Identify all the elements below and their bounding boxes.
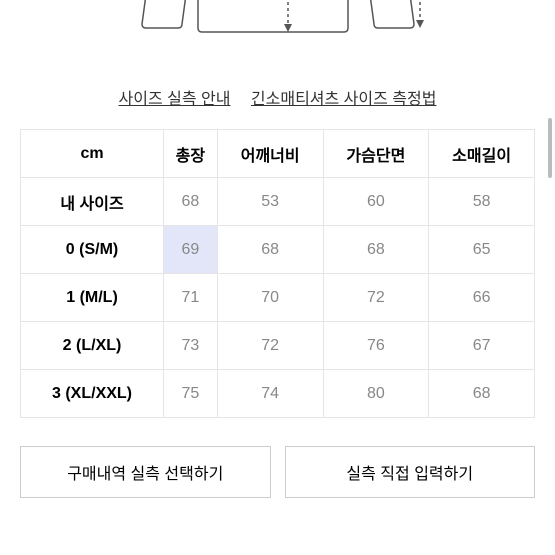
guide-links: 사이즈 실측 안내 긴소매티셔츠 사이즈 측정법 [0,85,555,109]
size-cell: 70 [217,274,323,322]
size-cell: 68 [429,370,535,418]
col-header: 총장 [164,130,218,178]
size-cell: 71 [164,274,218,322]
size-cell: 68 [217,226,323,274]
table-row: 1 (M/L)71707266 [21,274,535,322]
size-cell: 65 [429,226,535,274]
size-cell: 53 [217,178,323,226]
size-cell: 68 [323,226,429,274]
size-cell: 69 [164,226,218,274]
size-cell: 72 [323,274,429,322]
row-label: 2 (L/XL) [21,322,164,370]
size-table: cm 총장 어깨너비 가슴단면 소매길이 내 사이즈685360580 (S/M… [20,129,535,418]
input-measure-button[interactable]: 실측 직접 입력하기 [285,446,536,498]
table-row: 0 (S/M)69686865 [21,226,535,274]
size-cell: 66 [429,274,535,322]
row-label: 1 (M/L) [21,274,164,322]
table-row: 3 (XL/XXL)75748068 [21,370,535,418]
measure-method-link[interactable]: 긴소매티셔츠 사이즈 측정법 [251,85,437,109]
col-header: 가슴단면 [323,130,429,178]
table-row: 내 사이즈68536058 [21,178,535,226]
size-cell: 67 [429,322,535,370]
garment-diagram [0,0,555,55]
size-guide-link[interactable]: 사이즈 실측 안내 [119,85,231,109]
size-cell: 68 [164,178,218,226]
col-header: 어깨너비 [217,130,323,178]
size-cell: 58 [429,178,535,226]
size-cell: 76 [323,322,429,370]
size-cell: 73 [164,322,218,370]
row-label: 내 사이즈 [21,178,164,226]
size-cell: 60 [323,178,429,226]
col-header: 소매길이 [429,130,535,178]
table-row: 2 (L/XL)73727667 [21,322,535,370]
table-header-row: cm 총장 어깨너비 가슴단면 소매길이 [21,130,535,178]
select-measure-button[interactable]: 구매내역 실측 선택하기 [20,446,271,498]
scrollbar-thumb[interactable] [548,118,552,178]
size-cell: 72 [217,322,323,370]
size-cell: 74 [217,370,323,418]
unit-header: cm [21,130,164,178]
row-label: 3 (XL/XXL) [21,370,164,418]
row-label: 0 (S/M) [21,226,164,274]
size-cell: 75 [164,370,218,418]
size-cell: 80 [323,370,429,418]
